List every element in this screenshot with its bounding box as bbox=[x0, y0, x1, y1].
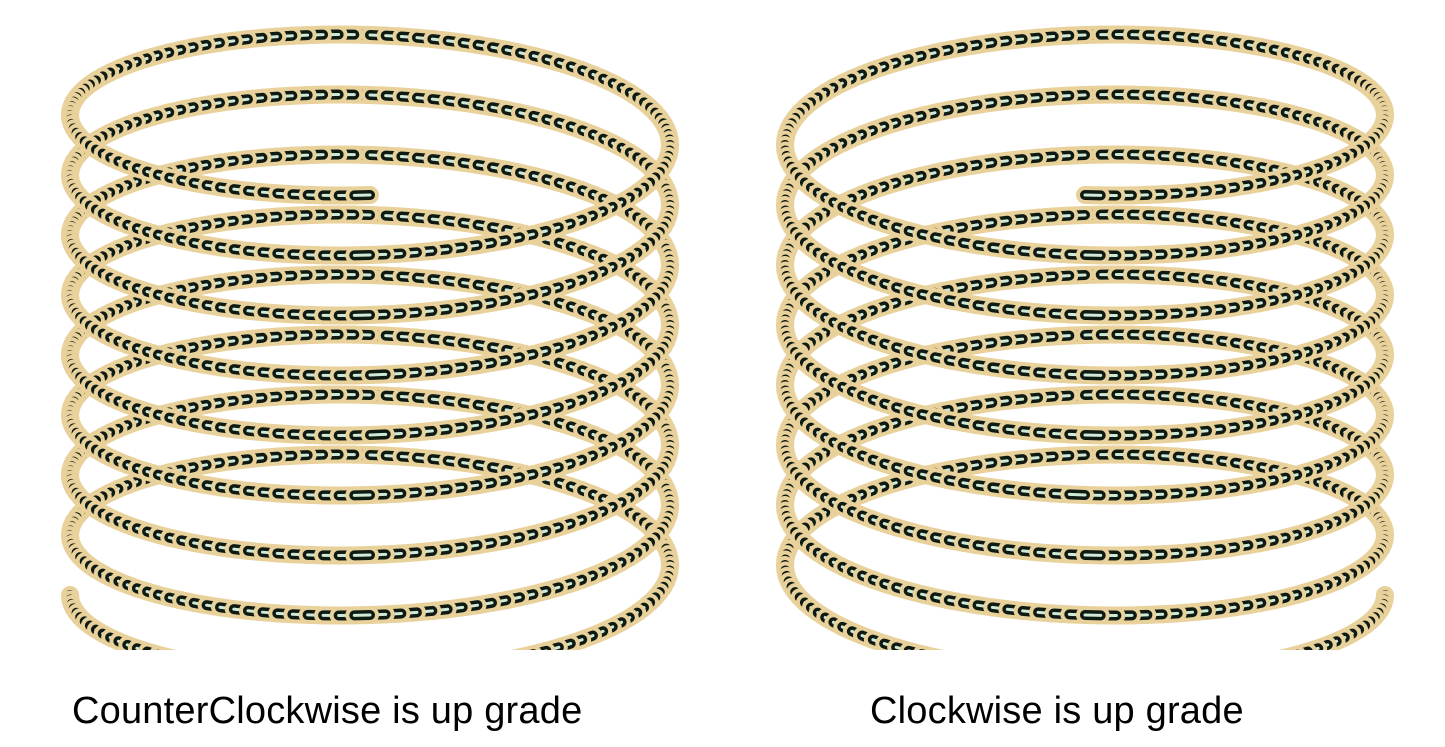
ccw-helix bbox=[20, 0, 720, 655]
cw-caption: Clockwise is up grade bbox=[870, 690, 1244, 733]
cw-helix-svg bbox=[735, 0, 1435, 650]
ccw-helix-svg bbox=[20, 0, 720, 650]
cw-helix bbox=[735, 0, 1435, 655]
helix-comparison-figure: CounterClockwise is up grade Clockwise i… bbox=[0, 0, 1445, 747]
ccw-caption: CounterClockwise is up grade bbox=[72, 690, 582, 733]
